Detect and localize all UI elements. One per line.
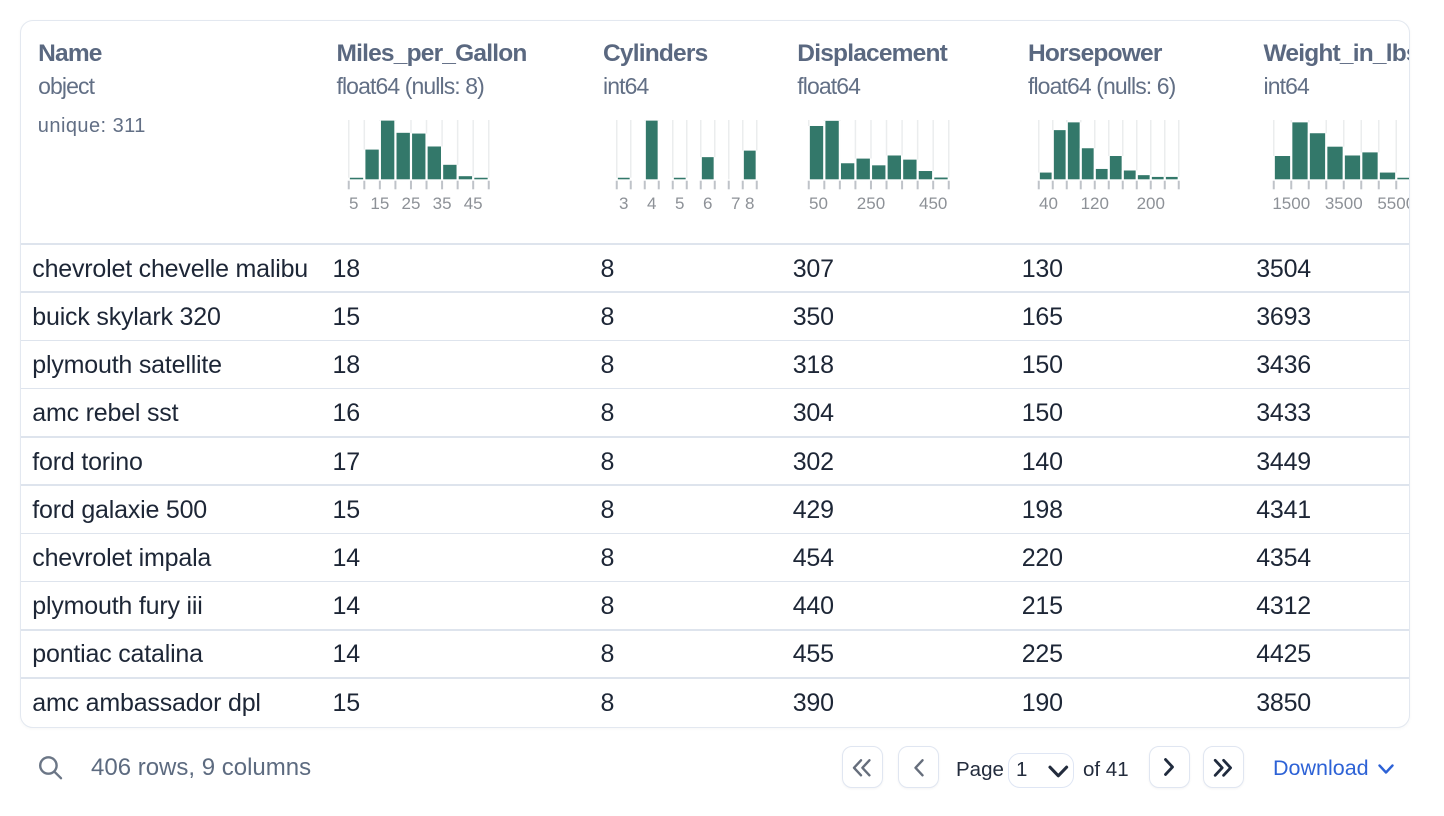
svg-text:3: 3 [619, 194, 628, 213]
svg-text:450: 450 [919, 194, 947, 213]
svg-text:50: 50 [809, 194, 828, 213]
svg-text:4: 4 [647, 194, 656, 213]
svg-text:5: 5 [349, 194, 358, 213]
svg-text:35: 35 [432, 194, 451, 213]
svg-text:1500: 1500 [1273, 194, 1311, 213]
svg-text:3500: 3500 [1325, 194, 1363, 213]
svg-text:7: 7 [731, 194, 740, 213]
svg-text:40: 40 [1039, 194, 1058, 213]
svg-text:15: 15 [370, 194, 389, 213]
svg-text:200: 200 [1137, 194, 1165, 213]
svg-text:45: 45 [463, 194, 482, 213]
svg-text:120: 120 [1081, 194, 1109, 213]
svg-text:8: 8 [745, 194, 754, 213]
svg-text:5500: 5500 [1378, 194, 1411, 213]
svg-text:5: 5 [675, 194, 684, 213]
svg-text:6: 6 [703, 194, 712, 213]
svg-text:250: 250 [857, 194, 885, 213]
svg-text:25: 25 [401, 194, 420, 213]
